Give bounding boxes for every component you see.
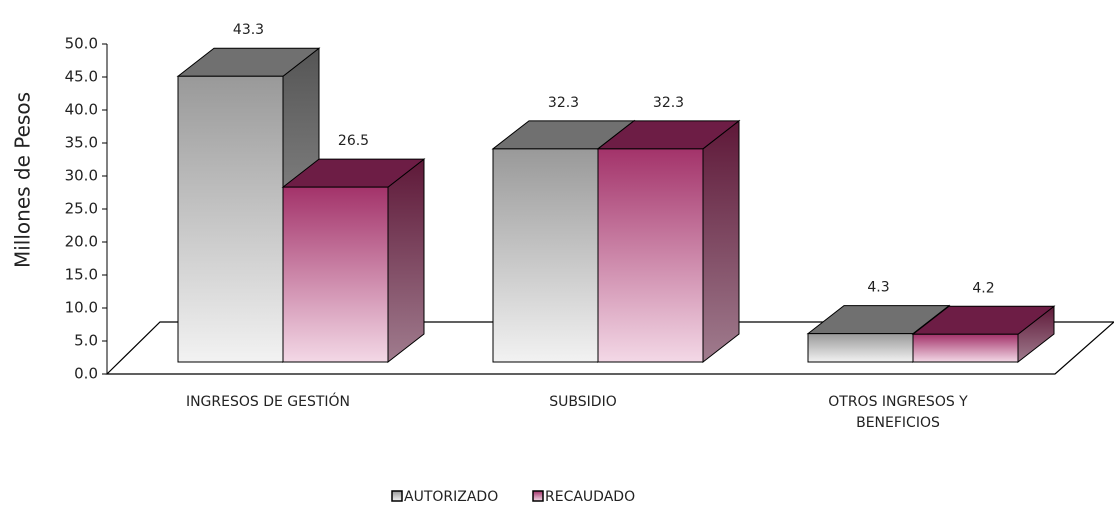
bar-front	[177, 75, 284, 363]
y-tick-label: 15.0	[65, 266, 98, 284]
floor	[105, 321, 1114, 375]
y-tick-label: 20.0	[65, 233, 98, 251]
legend-label: RECAUDADO	[545, 489, 635, 505]
bar-front	[597, 148, 704, 363]
y-tick-label: 50.0	[65, 35, 98, 53]
bar	[806, 304, 951, 364]
y-tick-label: 30.0	[65, 167, 98, 185]
value-label: 26.5	[338, 133, 369, 149]
y-tick-label: 0.0	[74, 365, 98, 383]
y-tick-label: 45.0	[65, 68, 98, 86]
bar-front	[492, 148, 599, 363]
bar-front	[807, 333, 914, 363]
legend-label: AUTORIZADO	[404, 489, 498, 505]
value-label: 4.2	[972, 280, 994, 296]
bar-front	[282, 186, 389, 363]
bar-front	[912, 333, 1019, 363]
y-tick-label: 5.0	[74, 332, 98, 350]
legend-swatch	[532, 490, 544, 502]
bar-side	[387, 158, 425, 364]
x-tick-label: SUBSIDIO	[549, 394, 616, 410]
y-tick-label: 25.0	[65, 200, 98, 218]
bar-side	[702, 119, 740, 364]
y-tick-label: 35.0	[65, 134, 98, 152]
bar	[596, 119, 741, 364]
value-label: 43.3	[233, 22, 264, 38]
y-tick-label: 40.0	[65, 101, 98, 119]
bar	[911, 305, 1056, 364]
value-label: 32.3	[548, 95, 579, 111]
y-tick-label: 10.0	[65, 299, 98, 317]
x-tick-label: INGRESOS DE GESTIÓN	[186, 392, 350, 410]
bar	[281, 158, 426, 364]
x-tick-label: OTROS INGRESOS Y BENEFICIOS	[828, 394, 968, 431]
value-label: 32.3	[653, 95, 684, 111]
legend-swatch	[391, 490, 403, 502]
value-label: 4.3	[867, 280, 889, 296]
y-axis-label: Millones de Pesos	[11, 92, 35, 268]
